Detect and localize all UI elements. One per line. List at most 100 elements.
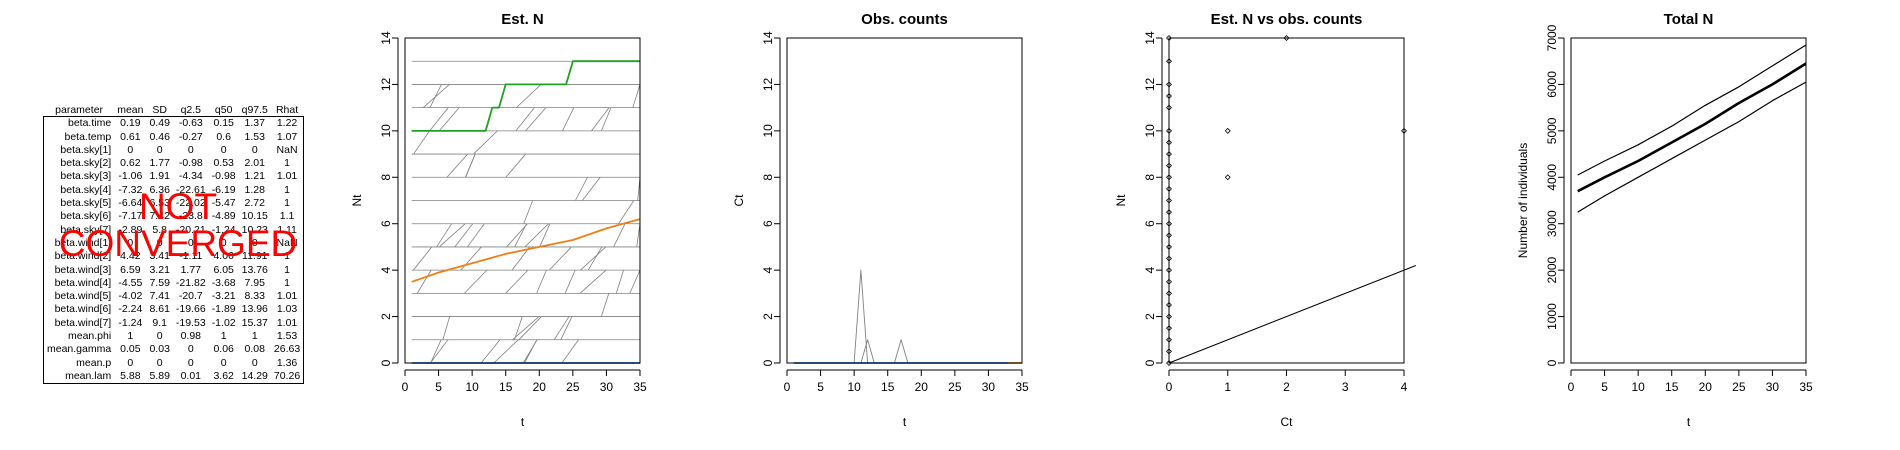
x-tick-label: 10 (1631, 380, 1645, 394)
trajectory-step (430, 339, 449, 363)
column-header: SD (152, 104, 167, 116)
table-row: beta.time 0.19 0.49 -0.63 0.15 1.37 1.22 (44, 117, 303, 130)
trajectory-step (600, 107, 612, 132)
value-cell: 0.6 (216, 130, 231, 143)
x-tick-label: 0 (1568, 380, 1575, 394)
x-tick-label: 20 (915, 380, 929, 394)
y-tick-label: 4 (761, 266, 775, 273)
x-tick-label: 0 (784, 380, 791, 394)
table-row: mean.gamma 0.05 0.03 0 0.06 0.08 26.63 (44, 343, 303, 356)
parameter-cell: beta.wind[5] (54, 290, 112, 303)
value-cell: 1.01 (276, 170, 298, 183)
value-cell: 0 (156, 143, 163, 156)
trajectory-step (505, 153, 526, 178)
y-tick-label: 6 (1143, 220, 1157, 227)
trajectory-step (575, 177, 588, 201)
value-cell: 10.15 (241, 210, 268, 223)
table-row: beta.wind[1] 0 0 0 0 0 NaN (44, 237, 303, 250)
x-tick-label: 25 (948, 380, 962, 394)
scatter-point (1224, 174, 1231, 181)
trajectory-step (591, 107, 610, 132)
value-cell: -5.47 (211, 197, 236, 210)
y-tick-label: 4 (379, 266, 393, 273)
trajectory-step (582, 177, 601, 201)
value-cell: -0.27 (178, 130, 203, 143)
y-axis-label: Nt (1114, 194, 1128, 207)
y-tick-label: 14 (379, 31, 393, 45)
value-cell: 0 (220, 143, 227, 156)
value-cell: 1 (284, 157, 290, 170)
trajectory-step (524, 223, 549, 248)
stats-table: parameter mean SD q2.5 q50 q97.5 Rhat beta.tim… (42, 104, 305, 385)
obs-counts-chart: Obs. counts t Ct 0 5 10 15 20 25 30 35 0 2 4 6 8 10 12 14 (732, 11, 1029, 429)
table-row: beta.sky[7] -2.89 5.8 -20.21 -1.24 10.23 1.11 (44, 224, 303, 237)
y-axis-label: Nt (350, 194, 364, 207)
parameter-cell: beta.sky[3] (60, 170, 112, 183)
value-cell: 15.37 (241, 316, 268, 329)
trajectory-step (580, 246, 607, 271)
trajectory-step (430, 339, 442, 363)
value-cell: 1.1 (279, 210, 295, 223)
chart-title: Est. N vs obs. counts (1211, 11, 1363, 28)
value-cell: NaN (276, 236, 298, 249)
y-tick-label: 0 (379, 359, 393, 366)
x-tick-label: 15 (1665, 380, 1679, 394)
value-cell: 0 (156, 356, 163, 369)
column-header: q97.5 (241, 104, 268, 116)
trajectory-step (512, 316, 540, 341)
value-cell: 0.62 (120, 157, 141, 170)
value-cell: 1.77 (180, 263, 202, 276)
value-cell: 1.36 (276, 356, 298, 369)
value-cell: 0 (220, 356, 227, 369)
x-tick-label: 3 (1342, 380, 1349, 394)
y-tick-label: 3000 (1545, 210, 1559, 237)
trajectory-step (505, 269, 529, 294)
table-row: mean.lam 5.88 5.89 0.01 3.62 14.29 70.26 (44, 370, 303, 383)
value-cell: 0.06 (213, 343, 234, 356)
y-tick-label: 10 (379, 124, 393, 138)
x-tick-label: 25 (1732, 380, 1746, 394)
table-row: beta.wind[7] -1.24 9.1 -19.53 -1.02 15.37 1.01 (44, 317, 303, 330)
value-cell: 0.98 (180, 330, 202, 343)
value-cell: -4.02 (118, 290, 143, 303)
table-row: beta.wind[6] -2.24 8.61 -19.66 -1.89 13.96 1.0… (44, 303, 303, 316)
value-cell: 1.22 (276, 117, 298, 130)
value-cell: 0 (156, 330, 163, 343)
value-cell: -20.21 (175, 223, 206, 236)
table-row: beta.wind[5] -4.02 7.41 -20.7 -3.21 8.33 1.01 (44, 290, 303, 303)
y-tick-label: 12 (379, 77, 393, 91)
plot-frame (404, 37, 641, 364)
value-cell: 0 (251, 143, 258, 156)
value-cell: 7.42 (149, 210, 170, 223)
parameter-cell: beta.wind[1] (54, 236, 112, 249)
trajectory-step (464, 269, 488, 294)
value-cell: 1.37 (244, 117, 265, 130)
value-cell: 4.42 (120, 250, 141, 263)
trajectory-step (454, 223, 474, 248)
column-header: parameter (55, 104, 104, 116)
parameter-cell: mean.phi (68, 330, 112, 343)
value-cell: -7.17 (118, 210, 143, 223)
value-cell: 0 (187, 356, 194, 369)
series-line (411, 60, 640, 132)
value-cell: -0.98 (178, 157, 203, 170)
value-cell: 0.19 (120, 117, 141, 130)
series-line (1577, 62, 1807, 193)
plot-frame (1168, 37, 1405, 364)
x-tick-label: 30 (1766, 380, 1780, 394)
y-tick-label: 14 (761, 31, 775, 45)
trajectory-step (467, 223, 485, 248)
trajectory-step (587, 246, 603, 271)
scatter-point (1283, 35, 1290, 41)
value-cell: 8.61 (149, 303, 170, 316)
value-cell: -3.21 (211, 290, 236, 303)
value-cell: 3.62 (213, 369, 234, 382)
value-cell: 2.72 (244, 197, 265, 210)
x-tick-label: 0 (1166, 380, 1173, 394)
parameter-cell: beta.wind[4] (54, 276, 112, 289)
y-tick-label: 6 (761, 220, 775, 227)
x-tick-label: 5 (435, 380, 442, 394)
trajectory-step (473, 130, 498, 155)
value-cell: 1.03 (276, 303, 298, 316)
x-axis-label: t (1687, 415, 1691, 429)
